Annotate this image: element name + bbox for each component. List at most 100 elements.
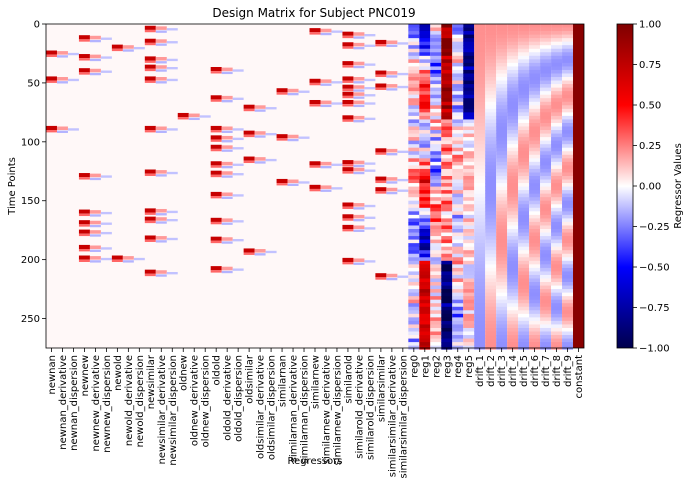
motion-cell bbox=[430, 239, 442, 244]
motion-cell bbox=[419, 218, 431, 223]
motion-cell bbox=[408, 24, 420, 28]
motion-cell bbox=[441, 137, 453, 142]
drift-cell bbox=[562, 115, 574, 120]
drift-cell bbox=[496, 133, 508, 138]
drift-cell bbox=[540, 197, 552, 202]
event-tail bbox=[276, 183, 288, 186]
drift-cell bbox=[551, 27, 563, 32]
drift-cell bbox=[562, 91, 574, 96]
event-block bbox=[342, 99, 354, 105]
drift-cell bbox=[507, 338, 519, 343]
motion-cell bbox=[441, 115, 453, 120]
event-tail bbox=[309, 188, 321, 192]
motion-cell bbox=[430, 80, 442, 85]
drift-cell bbox=[496, 154, 508, 159]
drift-cell bbox=[551, 320, 563, 325]
drift-cell bbox=[529, 317, 541, 322]
event-derivative-undershoot bbox=[353, 65, 365, 69]
drift-cell bbox=[529, 108, 541, 113]
drift-cell bbox=[529, 73, 541, 78]
drift-cell bbox=[529, 303, 541, 308]
x-tick-label: similarnan_dispersion bbox=[300, 355, 311, 464]
event-derivative bbox=[353, 115, 365, 120]
drift-cell bbox=[562, 168, 574, 173]
motion-cell bbox=[463, 168, 475, 173]
drift-cell bbox=[507, 105, 519, 110]
motion-cell bbox=[419, 24, 431, 28]
motion-cell bbox=[441, 190, 453, 195]
event-derivative-undershoot bbox=[386, 191, 398, 195]
event-tail bbox=[243, 160, 255, 164]
event-dispersion bbox=[364, 102, 376, 105]
drift-cell bbox=[551, 253, 563, 258]
motion-cell bbox=[441, 87, 453, 92]
motion-cell bbox=[419, 211, 431, 216]
drift-cell bbox=[507, 151, 519, 156]
motion-cell bbox=[408, 158, 420, 163]
drift-cell bbox=[562, 108, 574, 113]
motion-cell bbox=[419, 31, 431, 36]
drift-cell bbox=[551, 105, 563, 110]
event-derivative-undershoot bbox=[353, 229, 365, 232]
motion-cell bbox=[408, 285, 420, 290]
drift-cell bbox=[551, 232, 563, 237]
event-tail bbox=[46, 54, 57, 57]
motion-cell bbox=[419, 151, 431, 156]
drift-cell bbox=[507, 335, 519, 339]
motion-cell bbox=[408, 299, 420, 304]
motion-cell bbox=[463, 264, 475, 269]
drift-cell bbox=[496, 236, 508, 241]
event-tail bbox=[342, 35, 354, 39]
motion-cell bbox=[408, 62, 420, 67]
drift-cell bbox=[562, 260, 574, 265]
drift-cell bbox=[518, 66, 530, 71]
motion-cell bbox=[408, 48, 420, 53]
motion-cell bbox=[463, 239, 475, 244]
motion-cell bbox=[430, 101, 442, 106]
drift-cell bbox=[551, 112, 563, 117]
event-block bbox=[144, 216, 156, 221]
event-derivative-undershoot bbox=[122, 49, 134, 52]
drift-cell bbox=[485, 214, 497, 219]
event-derivative-undershoot bbox=[89, 260, 101, 263]
motion-cell bbox=[463, 112, 475, 117]
drift-cell bbox=[540, 168, 552, 173]
motion-cell bbox=[441, 246, 453, 251]
drift-cell bbox=[562, 161, 574, 166]
motion-cell bbox=[452, 257, 464, 262]
drift-cell bbox=[496, 168, 508, 173]
drift-cell bbox=[518, 335, 530, 339]
motion-cell bbox=[408, 313, 420, 318]
drift-cell bbox=[529, 55, 541, 60]
motion-cell bbox=[408, 98, 420, 103]
drift-cell bbox=[551, 24, 563, 28]
drift-cell bbox=[551, 133, 563, 138]
event-tail bbox=[111, 259, 123, 262]
motion-cell bbox=[452, 271, 464, 276]
event-block bbox=[210, 135, 222, 140]
drift-cell bbox=[485, 98, 497, 103]
motion-cell bbox=[430, 232, 442, 237]
drift-cell bbox=[518, 172, 530, 177]
drift-cell bbox=[485, 221, 497, 226]
event-derivative-undershoot bbox=[221, 140, 233, 143]
event-derivative-undershoot bbox=[221, 71, 233, 75]
drift-cell bbox=[540, 48, 552, 53]
drift-cell bbox=[562, 140, 574, 145]
event-derivative bbox=[221, 145, 233, 149]
motion-cell bbox=[408, 225, 420, 230]
drift-cell bbox=[518, 108, 530, 113]
drift-cell bbox=[529, 282, 541, 286]
motion-cell bbox=[408, 126, 420, 131]
motion-cell bbox=[430, 204, 442, 209]
drift-cell bbox=[496, 66, 508, 71]
drift-cell bbox=[529, 342, 541, 347]
drift-cell bbox=[474, 207, 486, 212]
motion-cell bbox=[463, 338, 475, 343]
event-tail bbox=[375, 180, 387, 184]
drift-cell bbox=[551, 151, 563, 156]
drift-cell bbox=[474, 122, 486, 127]
event-dispersion bbox=[67, 52, 79, 56]
event-derivative bbox=[254, 105, 266, 109]
drift-cell bbox=[474, 154, 486, 159]
